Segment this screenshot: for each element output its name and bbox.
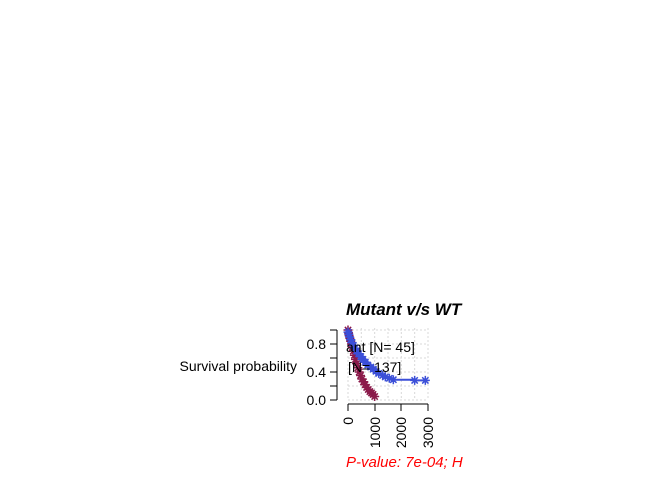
data-point [420,375,430,385]
data-point [410,375,420,385]
data-point [378,371,388,380]
data-point [358,377,368,387]
data-point [384,373,394,383]
data-point [345,332,355,342]
x-tick-label: 1000 [367,417,383,448]
y-axis-label: Survival probability [180,358,298,374]
series-layer [343,325,430,401]
data-point [350,354,360,364]
y-axis: 0.0 0.4 0.8 Survival probability [180,329,338,408]
data-point [370,392,380,401]
p-value-annotation: P-value: 7e-04; H [346,454,463,471]
chart-title: Mutant v/s WT [346,300,463,319]
x-tick-label: 0 [340,417,356,425]
y-tick-label: 0.0 [307,392,327,408]
legend-entry: [N= 137] [348,359,401,375]
y-tick-label: 0.4 [307,364,327,380]
data-point [343,327,353,337]
data-point [352,359,362,369]
data-point [344,329,354,339]
data-point [380,372,390,382]
x-axis: 0 1000 2000 3000 [340,403,436,448]
y-tick-label: 0.8 [307,336,327,352]
data-point [349,350,359,360]
data-point [353,363,363,373]
legend-entry: ant [N= 45] [346,339,415,355]
data-point [346,335,356,345]
data-point [360,380,370,390]
data-point [356,371,366,380]
data-point [388,375,398,385]
series-1 [343,327,430,385]
data-point [350,343,360,353]
data-point [374,368,384,378]
legend: ant [N= 45] [N= 137] [346,339,415,375]
x-tick-label: 3000 [420,417,436,448]
data-point [354,367,364,377]
x-tick-label: 2000 [393,417,409,448]
data-point [357,374,367,384]
data-point [347,338,357,348]
data-point [348,340,358,350]
